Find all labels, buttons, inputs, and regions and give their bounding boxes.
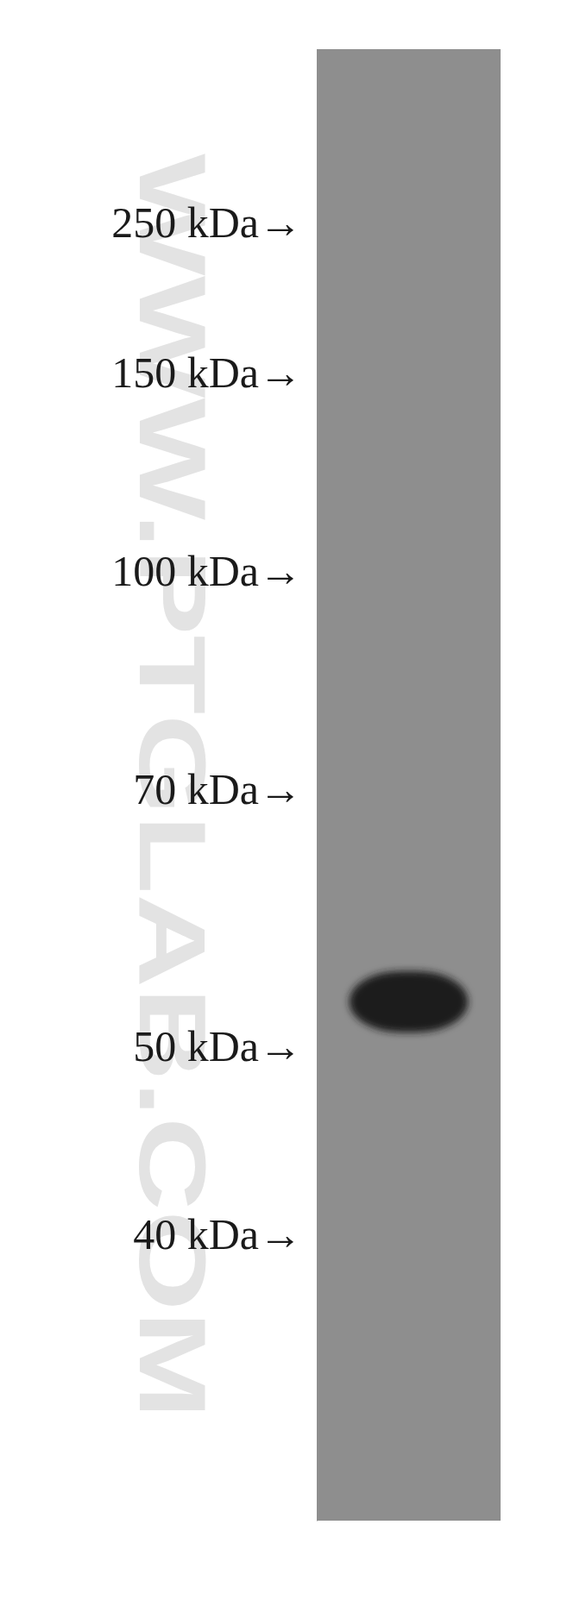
tick: 50 kDa→ bbox=[132, 1022, 317, 1072]
axis-line bbox=[316, 50, 318, 1523]
tick-label: 250 kDa→ bbox=[111, 198, 303, 247]
band bbox=[349, 971, 468, 1034]
tick-label: 50 kDa→ bbox=[132, 1022, 303, 1072]
tick: 70 kDa→ bbox=[132, 765, 317, 814]
tick: 100 kDa→ bbox=[111, 547, 317, 596]
y-axis: 250 kDa→ 150 kDa→ 100 kDa→ 70 kDa→ 50 kDa→ 40… bbox=[111, 50, 317, 1523]
tick: 250 kDa→ bbox=[111, 198, 317, 247]
bands bbox=[349, 971, 468, 1034]
tick: 40 kDa→ bbox=[132, 1210, 317, 1260]
tick-label: 150 kDa→ bbox=[111, 348, 303, 398]
blot-figure: WWW.PTGLAB.COM250 kDa→150 kDa→100 kDa→70… bbox=[0, 0, 561, 1600]
tick-label: 70 kDa→ bbox=[132, 765, 303, 814]
tick-label: 100 kDa→ bbox=[111, 547, 303, 596]
lane bbox=[316, 49, 501, 1522]
tick: 150 kDa→ bbox=[111, 348, 317, 398]
tick-label: 40 kDa→ bbox=[132, 1210, 303, 1260]
